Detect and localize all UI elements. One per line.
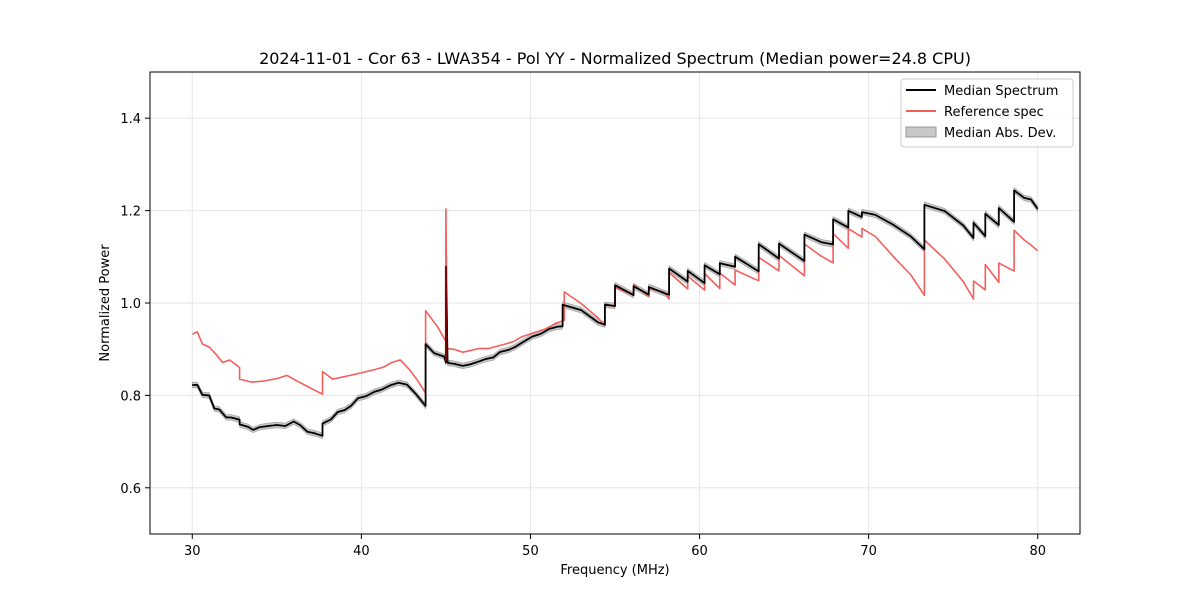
x-tick-label: 40 [353, 544, 370, 559]
legend-box [900, 78, 1074, 148]
median-abs-dev-band [192, 186, 1038, 439]
series-lines [191, 189, 1039, 437]
x-tick-label: 50 [522, 544, 539, 559]
y-axis-label: Normalized Power [98, 244, 113, 362]
legend-median-label: Median Spectrum [944, 84, 1058, 99]
legend-reference-label: Reference spec [944, 105, 1044, 120]
y-tick-label: 0.6 [120, 482, 141, 497]
x-tick-label: 70 [860, 544, 877, 559]
x-axis-label: Frequency (MHz) [560, 563, 669, 578]
y-tick-label: 1.2 [120, 205, 141, 220]
x-tick-label: 60 [691, 544, 708, 559]
x-tick-label: 30 [184, 544, 201, 559]
median-spectrum-line [192, 189, 1039, 437]
median-abs-dev-area [192, 186, 1038, 439]
legend-mad-swatch [905, 126, 937, 138]
y-tick-label: 0.8 [120, 389, 141, 404]
x-axis-ticks: 30 40 50 60 70 80 [184, 534, 1046, 559]
y-axis-ticks: 0.6 0.8 1.0 1.2 1.4 [120, 112, 150, 497]
y-tick-label: 1.0 [120, 297, 141, 312]
legend: Median Spectrum Reference spec Median Ab… [900, 78, 1074, 148]
chart-title: 2024-11-01 - Cor 63 - LWA354 - Pol YY - … [259, 49, 971, 68]
legend-mad-label: Median Abs. Dev. [944, 126, 1056, 141]
y-tick-label: 1.4 [120, 112, 141, 127]
reference-spec-line [191, 208, 1039, 395]
x-tick-label: 80 [1029, 544, 1046, 559]
